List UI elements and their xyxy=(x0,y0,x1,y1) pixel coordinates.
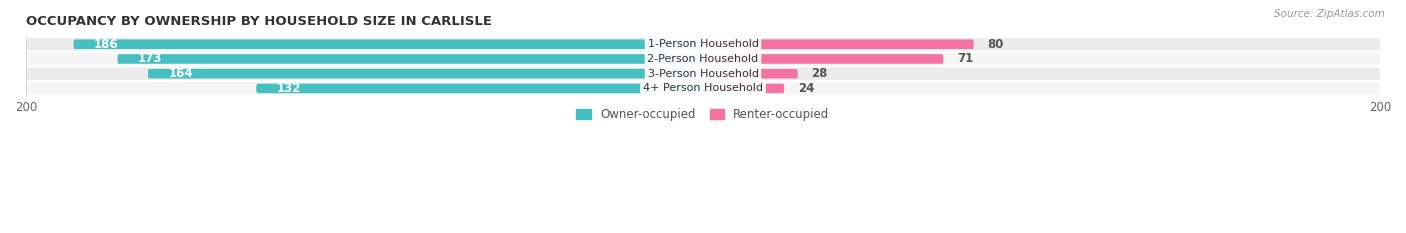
FancyBboxPatch shape xyxy=(703,39,974,49)
FancyBboxPatch shape xyxy=(256,84,703,93)
FancyBboxPatch shape xyxy=(27,67,1379,80)
FancyBboxPatch shape xyxy=(27,53,1379,65)
FancyBboxPatch shape xyxy=(148,69,703,79)
Text: 1-Person Household: 1-Person Household xyxy=(648,39,758,49)
Text: 173: 173 xyxy=(138,52,162,65)
Text: 71: 71 xyxy=(957,52,973,65)
Text: 4+ Person Household: 4+ Person Household xyxy=(643,83,763,93)
Text: 3-Person Household: 3-Person Household xyxy=(648,69,758,79)
Legend: Owner-occupied, Renter-occupied: Owner-occupied, Renter-occupied xyxy=(572,103,834,126)
Text: Source: ZipAtlas.com: Source: ZipAtlas.com xyxy=(1274,9,1385,19)
FancyBboxPatch shape xyxy=(118,54,703,64)
FancyBboxPatch shape xyxy=(703,54,943,64)
FancyBboxPatch shape xyxy=(703,69,797,79)
Text: OCCUPANCY BY OWNERSHIP BY HOUSEHOLD SIZE IN CARLISLE: OCCUPANCY BY OWNERSHIP BY HOUSEHOLD SIZE… xyxy=(27,15,492,28)
FancyBboxPatch shape xyxy=(73,39,703,49)
FancyBboxPatch shape xyxy=(703,84,785,93)
Text: 80: 80 xyxy=(987,38,1004,51)
Text: 186: 186 xyxy=(94,38,118,51)
Text: 164: 164 xyxy=(169,67,193,80)
Text: 24: 24 xyxy=(797,82,814,95)
FancyBboxPatch shape xyxy=(27,82,1379,95)
Text: 132: 132 xyxy=(277,82,301,95)
Text: 2-Person Household: 2-Person Household xyxy=(647,54,759,64)
FancyBboxPatch shape xyxy=(27,38,1379,51)
Text: 28: 28 xyxy=(811,67,828,80)
